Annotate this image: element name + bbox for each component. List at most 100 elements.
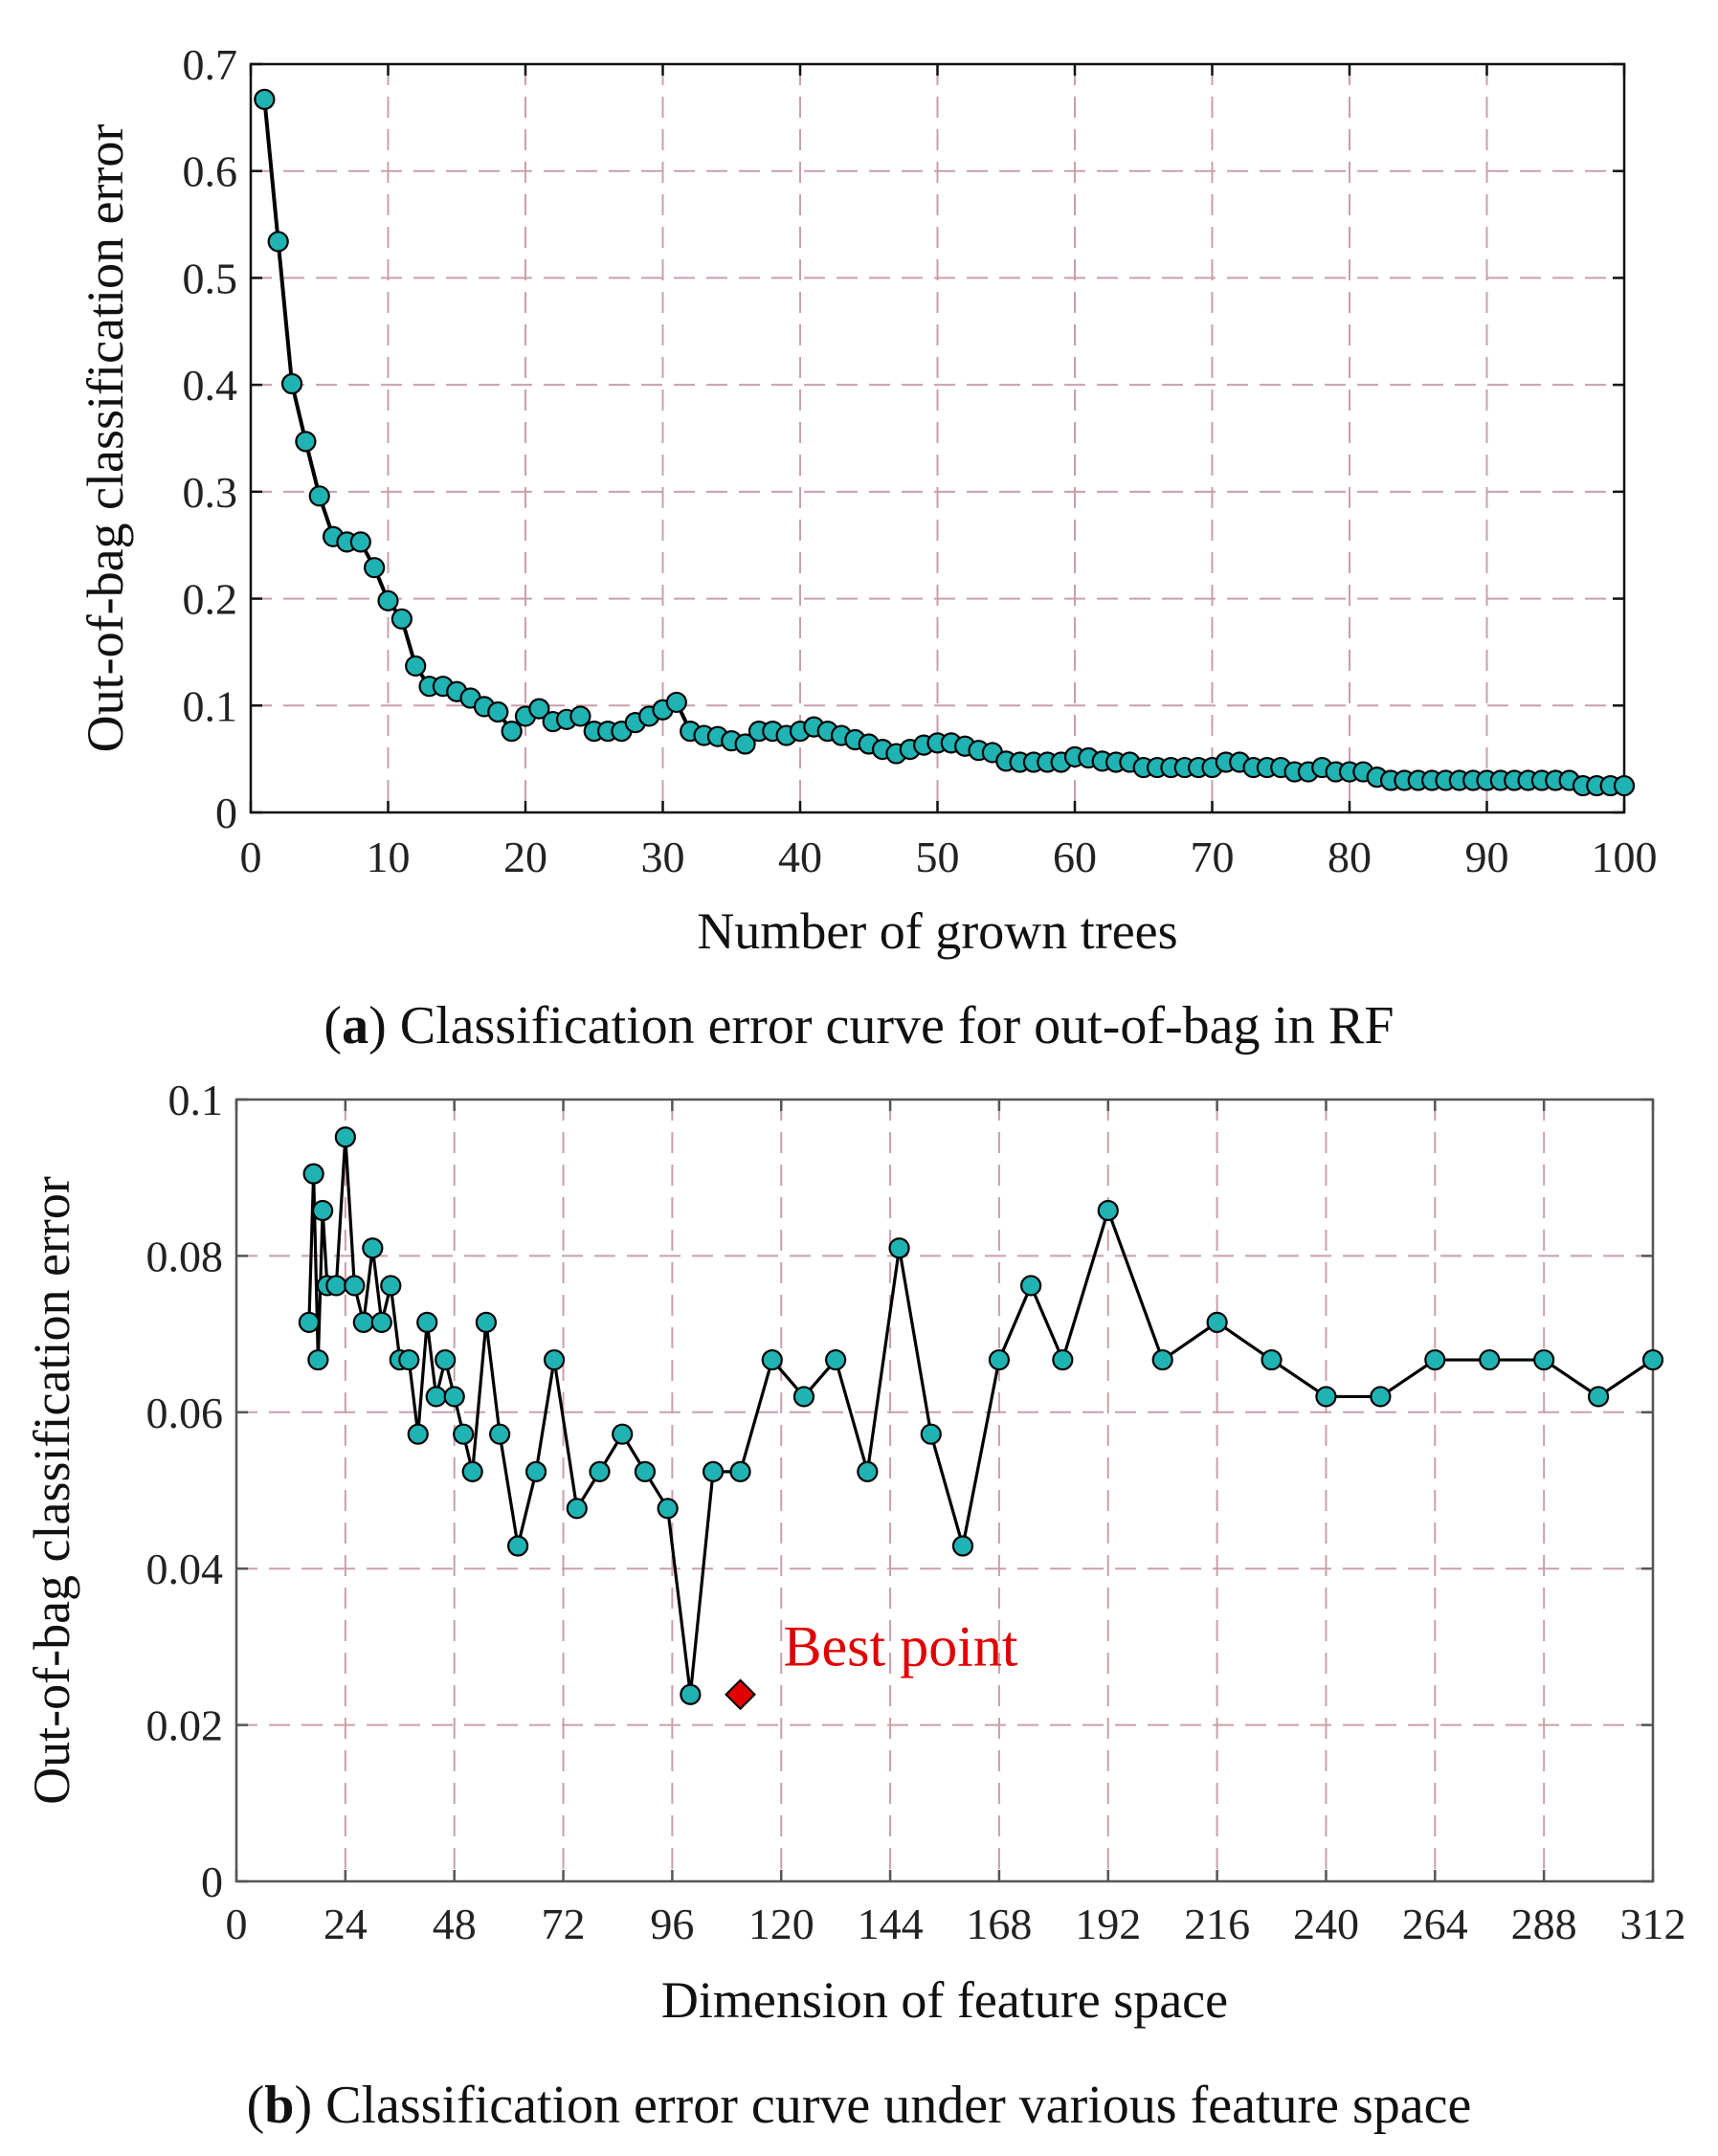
x-tick-label: 216 — [1184, 1900, 1250, 1948]
series-line — [262, 99, 1624, 789]
y-tick-label: 0.4 — [183, 361, 238, 410]
panel-b-chart: 0 24 48 72 96 120 144 168 192 216 240 264 288 312 0 0.0… — [23, 1076, 1686, 2029]
x-tick-label: 10 — [367, 833, 411, 881]
data-point — [362, 1237, 384, 1259]
y-tick-label: 0.08 — [146, 1232, 224, 1280]
caption-a: (a) Classification error curve for out-o… — [324, 996, 1394, 1056]
plot-frame — [234, 1098, 1655, 1883]
y-axis-label: Out-of-bag classification error — [23, 1176, 80, 1805]
data-point — [1370, 1386, 1392, 1408]
data-point — [825, 1348, 847, 1371]
y-tick-label: 0.7 — [183, 40, 238, 89]
x-tick-label: 120 — [748, 1900, 814, 1948]
x-tick-label: 312 — [1620, 1900, 1686, 1948]
x-tick-label: 90 — [1465, 833, 1509, 881]
data-point — [1020, 1275, 1042, 1297]
x-tick-label: 70 — [1191, 833, 1235, 881]
data-point — [1097, 1199, 1119, 1222]
x-tick-label: 40 — [778, 833, 822, 881]
data-point — [589, 1460, 611, 1482]
x-tick-label: 30 — [641, 833, 685, 881]
data-point — [370, 1311, 392, 1333]
data-point — [461, 1460, 483, 1482]
data-point — [405, 655, 427, 678]
x-tick-label: 168 — [966, 1900, 1032, 1948]
caption-b: (b) Classification error curve under var… — [246, 2076, 1472, 2135]
x-tick-label: 20 — [503, 833, 547, 881]
x-axis-label: Dimension of feature space — [661, 1971, 1228, 2029]
data-point — [1479, 1348, 1501, 1371]
x-tick-label: 50 — [916, 833, 960, 881]
data-point — [334, 1126, 356, 1148]
x-tick-label: 60 — [1053, 833, 1097, 881]
data-point — [352, 1311, 374, 1333]
data-point — [524, 1460, 547, 1482]
x-tick-label: 96 — [650, 1900, 694, 1948]
data-point — [453, 1423, 475, 1445]
y-tick-label: 0 — [215, 789, 237, 837]
x-axis-label: Number of grown trees — [697, 902, 1177, 960]
data-point — [612, 1423, 634, 1445]
data-point — [1613, 774, 1636, 797]
data-point — [1533, 1348, 1555, 1371]
data-point — [888, 1237, 910, 1259]
data-point — [501, 720, 523, 743]
data-point — [566, 1498, 588, 1520]
data-point — [267, 231, 289, 253]
data-point — [528, 698, 550, 720]
data-point — [295, 431, 317, 453]
x-tick-label: 0 — [240, 833, 262, 881]
data-point — [1587, 1386, 1610, 1408]
y-axis-label: Out-of-bag classification error — [77, 124, 134, 753]
data-point — [380, 1275, 402, 1297]
y-tick-label: 0.06 — [146, 1389, 224, 1437]
best-point-marker — [725, 1678, 756, 1711]
x-tick-label: 288 — [1511, 1900, 1577, 1948]
x-tick-label: 264 — [1402, 1900, 1468, 1948]
data-point — [280, 372, 303, 395]
data-point — [761, 1348, 783, 1371]
data-point — [344, 1275, 366, 1297]
caption-b-text: Classification error curve under various… — [325, 2076, 1472, 2135]
data-point — [307, 1348, 329, 1371]
data-point — [792, 1386, 815, 1408]
x-tick-label: 144 — [858, 1900, 924, 1948]
data-point — [302, 1163, 324, 1185]
data-point — [1261, 1348, 1283, 1371]
data-point — [390, 608, 413, 630]
data-point — [298, 1311, 320, 1333]
x-tick-label: 192 — [1075, 1900, 1141, 1948]
data-point — [254, 88, 276, 110]
data-point — [308, 485, 330, 507]
panel-a-chart: 0 10 20 30 40 50 60 70 80 90 100 0 0.1 0.2 0.3 0.4 0.5 0.… — [77, 40, 1658, 960]
data-point — [920, 1423, 942, 1445]
data-point — [857, 1460, 879, 1482]
data-point — [489, 1423, 511, 1445]
data-point — [569, 705, 591, 727]
data-point — [729, 1460, 751, 1482]
x-tick-label: 24 — [324, 1900, 368, 1948]
data-point — [364, 557, 386, 579]
data-point — [475, 1311, 497, 1333]
data-point — [734, 733, 756, 755]
data-point — [507, 1535, 529, 1557]
y-tick-label: 0.6 — [183, 147, 238, 196]
data-point — [680, 1683, 702, 1705]
x-tick-label: 0 — [226, 1900, 248, 1948]
data-point — [988, 1348, 1011, 1371]
data-point — [349, 531, 371, 553]
data-point — [1206, 1311, 1228, 1333]
data-point — [1424, 1348, 1446, 1371]
data-point — [312, 1199, 334, 1222]
data-point — [657, 1498, 679, 1520]
y-tick-label: 0.04 — [146, 1545, 224, 1593]
x-tick-label: 72 — [542, 1900, 586, 1948]
data-point — [443, 1386, 465, 1408]
data-point — [416, 1311, 438, 1333]
data-point — [1052, 1348, 1074, 1371]
data-point — [1641, 1348, 1664, 1371]
x-tick-label: 80 — [1328, 833, 1372, 881]
data-point — [543, 1348, 566, 1371]
y-tick-label: 0.1 — [168, 1076, 224, 1124]
